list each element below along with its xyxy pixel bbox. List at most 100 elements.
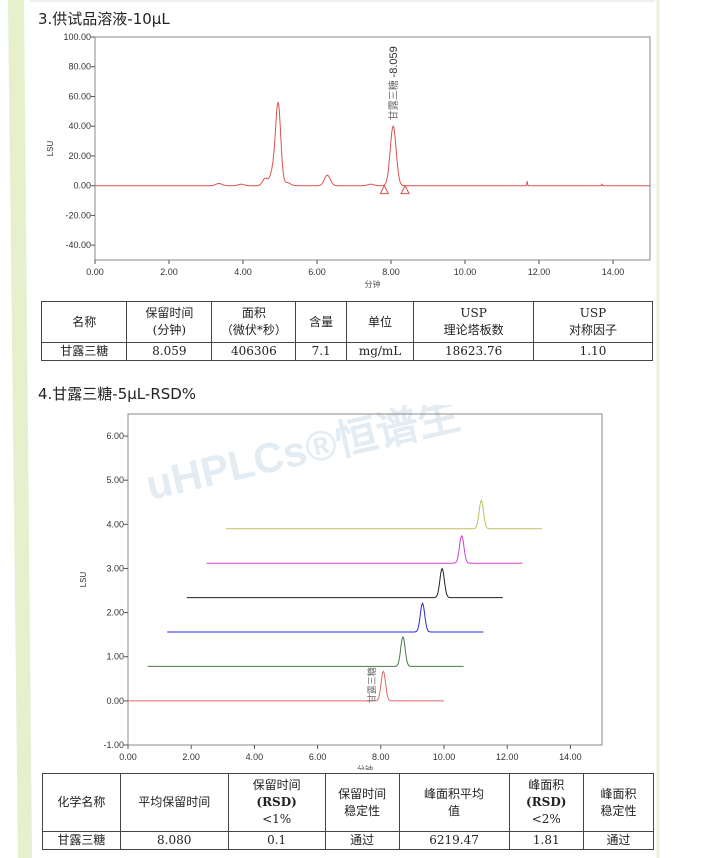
x-tick-label: 12.00: [496, 752, 519, 762]
x-tick-label: 6.00: [308, 267, 326, 277]
y-tick-label: 40.00: [68, 121, 91, 131]
cell-text: 甘露三糖: [60, 344, 109, 358]
y-tick-label: -40.00: [65, 240, 91, 250]
table-cell: 6219.47: [398, 831, 510, 850]
x-tick-label: 4.00: [234, 267, 252, 277]
cell-text: 值: [448, 803, 461, 818]
table-cell: 7.1: [295, 342, 347, 361]
table-cell: 18623.76: [413, 342, 534, 361]
y-tick-label: 4.00: [106, 519, 124, 529]
cell-text: 稳定性: [344, 803, 381, 818]
series-line: [95, 101, 650, 187]
cell-text: (分钟): [152, 323, 187, 337]
cell-text: 化学名称: [57, 795, 106, 809]
header-row: 化学名称 平均保留时间 保留时间 (RSD) <1% 保留时间 稳定性 峰面积平均值峰面积 (R…: [42, 773, 655, 832]
column-header: USP 对称因子: [532, 301, 654, 343]
cell-text: 峰面积平均: [424, 786, 485, 801]
cell-text: mg/mL: [358, 344, 402, 358]
table-cell: 甘露三糖: [40, 342, 128, 361]
y-tick-label: 2.00: [106, 608, 124, 618]
x-tick-label: 2.00: [182, 752, 200, 762]
cell-text: 理论塔板数: [443, 323, 504, 337]
column-header: 含量: [295, 301, 347, 343]
table-cell: 通过: [582, 831, 655, 850]
section3-heading: 3.供试品溶液-10μL: [38, 10, 170, 28]
section4-heading: 4.甘露三糖-5μL-RSD%: [38, 385, 197, 403]
watermark-logo: uHPLCs®恒谱生: [141, 405, 464, 509]
y-axis-label: LSU: [46, 140, 55, 156]
table-cell: 0.1: [227, 831, 326, 850]
table-cell: 1.81: [508, 831, 584, 850]
y-tick-label: 1.00: [106, 652, 124, 662]
column-header: 面积 （微伏*秒）: [211, 301, 297, 343]
cell-text: <1%: [262, 812, 292, 826]
x-tick-label: 12.00: [528, 267, 551, 277]
table-cell: 8.080: [119, 831, 229, 850]
column-header: 峰面积 稳定性: [582, 773, 655, 832]
x-tick-label: 10.00: [454, 267, 477, 277]
series-line-3: [167, 602, 484, 633]
cell-text: 保留时间: [252, 778, 301, 792]
table-cell: 406306: [211, 342, 297, 361]
column-header: 保留时间 稳定性: [324, 773, 400, 832]
cell-text: 406306: [230, 344, 277, 358]
series-line-4: [186, 567, 503, 599]
y-tick-label: -1.00: [103, 740, 124, 750]
cell-text: 保留时间: [145, 306, 194, 320]
cell-text: 8.080: [157, 833, 192, 847]
series-line-5: [206, 534, 523, 564]
cell-text: 稳定性: [600, 803, 637, 818]
cell-text: 1.81: [532, 833, 560, 847]
y-tick-label: 60.00: [68, 91, 91, 101]
y-tick-label: 0.00: [73, 181, 91, 191]
cell-text: 峰面积: [600, 786, 637, 801]
column-header: USP 理论塔板数: [413, 301, 534, 343]
table-cell: 1.10: [532, 342, 654, 361]
table-cell: 甘露三糖: [42, 831, 121, 850]
cell-text: 18623.76: [444, 344, 503, 358]
y-tick-label: 5.00: [106, 475, 124, 485]
cell-text: 保留时间: [338, 786, 387, 801]
cell-text: 含量: [309, 314, 334, 329]
column-header: 单位: [345, 301, 415, 343]
y-tick-label: 80.00: [68, 62, 91, 72]
plot-frame: [127, 413, 603, 746]
cell-text: 甘露三糖: [57, 833, 106, 847]
series-line-2: [147, 635, 464, 667]
cell-text: (RSD): [256, 795, 297, 809]
cell-text: USP: [579, 306, 607, 320]
x-tick-label: 10.00: [433, 752, 456, 762]
rsd-results-table: 化学名称 平均保留时间 保留时间 (RSD) <1% 保留时间 稳定性 峰面积平均值峰面积 (R…: [42, 773, 655, 850]
cell-text: 6219.47: [429, 833, 479, 847]
cell-text: 平均保留时间: [138, 795, 211, 809]
table-cell: 通过: [324, 831, 400, 850]
y-tick-label: 20.00: [68, 151, 91, 161]
integration-marker: [379, 184, 390, 195]
table-cell: mg/mL: [345, 342, 415, 361]
peak-time: -8.059: [388, 46, 400, 77]
x-tick-label: 6.00: [309, 752, 327, 762]
sample-results-table: 名称 保留时间 (分钟) 面积 （微伏*秒） 含量 单位 USP 理论塔板数 USP 对称因子 甘露三…: [40, 301, 654, 361]
x-tick-label: 8.00: [372, 752, 390, 762]
y-tick-label: 6.00: [106, 431, 124, 441]
y-tick-label: 3.00: [106, 563, 124, 573]
y-tick-label: 0.00: [106, 696, 124, 706]
column-header: 平均保留时间: [119, 773, 229, 832]
cell-text: 8.059: [152, 344, 187, 358]
cell-text: （微伏*秒）: [220, 323, 287, 337]
y-tick-label: -20.00: [65, 210, 91, 220]
cell-text: 对称因子: [568, 323, 617, 337]
chromatogram-sample: 0.00 2.00 4.00 6.00 8.00 10.00 12.00 14.00 100.0…: [46, 32, 651, 289]
column-header: 保留时间 (分钟): [126, 301, 213, 343]
header-row: 名称 保留时间 (分钟) 面积 （微伏*秒） 含量 单位 USP 理论塔板数 USP 对称因子: [40, 301, 654, 343]
peak-annotation: 甘露三糖: [366, 667, 377, 703]
series-line-1: [128, 670, 444, 702]
cell-text: 通过: [350, 833, 375, 847]
x-tick-label: 8.00: [382, 267, 400, 277]
cell-text: 通过: [606, 833, 631, 847]
x-tick-label: 4.00: [246, 752, 264, 762]
cell-text: 单位: [368, 314, 393, 329]
x-axis-label: 分钟: [357, 764, 373, 770]
